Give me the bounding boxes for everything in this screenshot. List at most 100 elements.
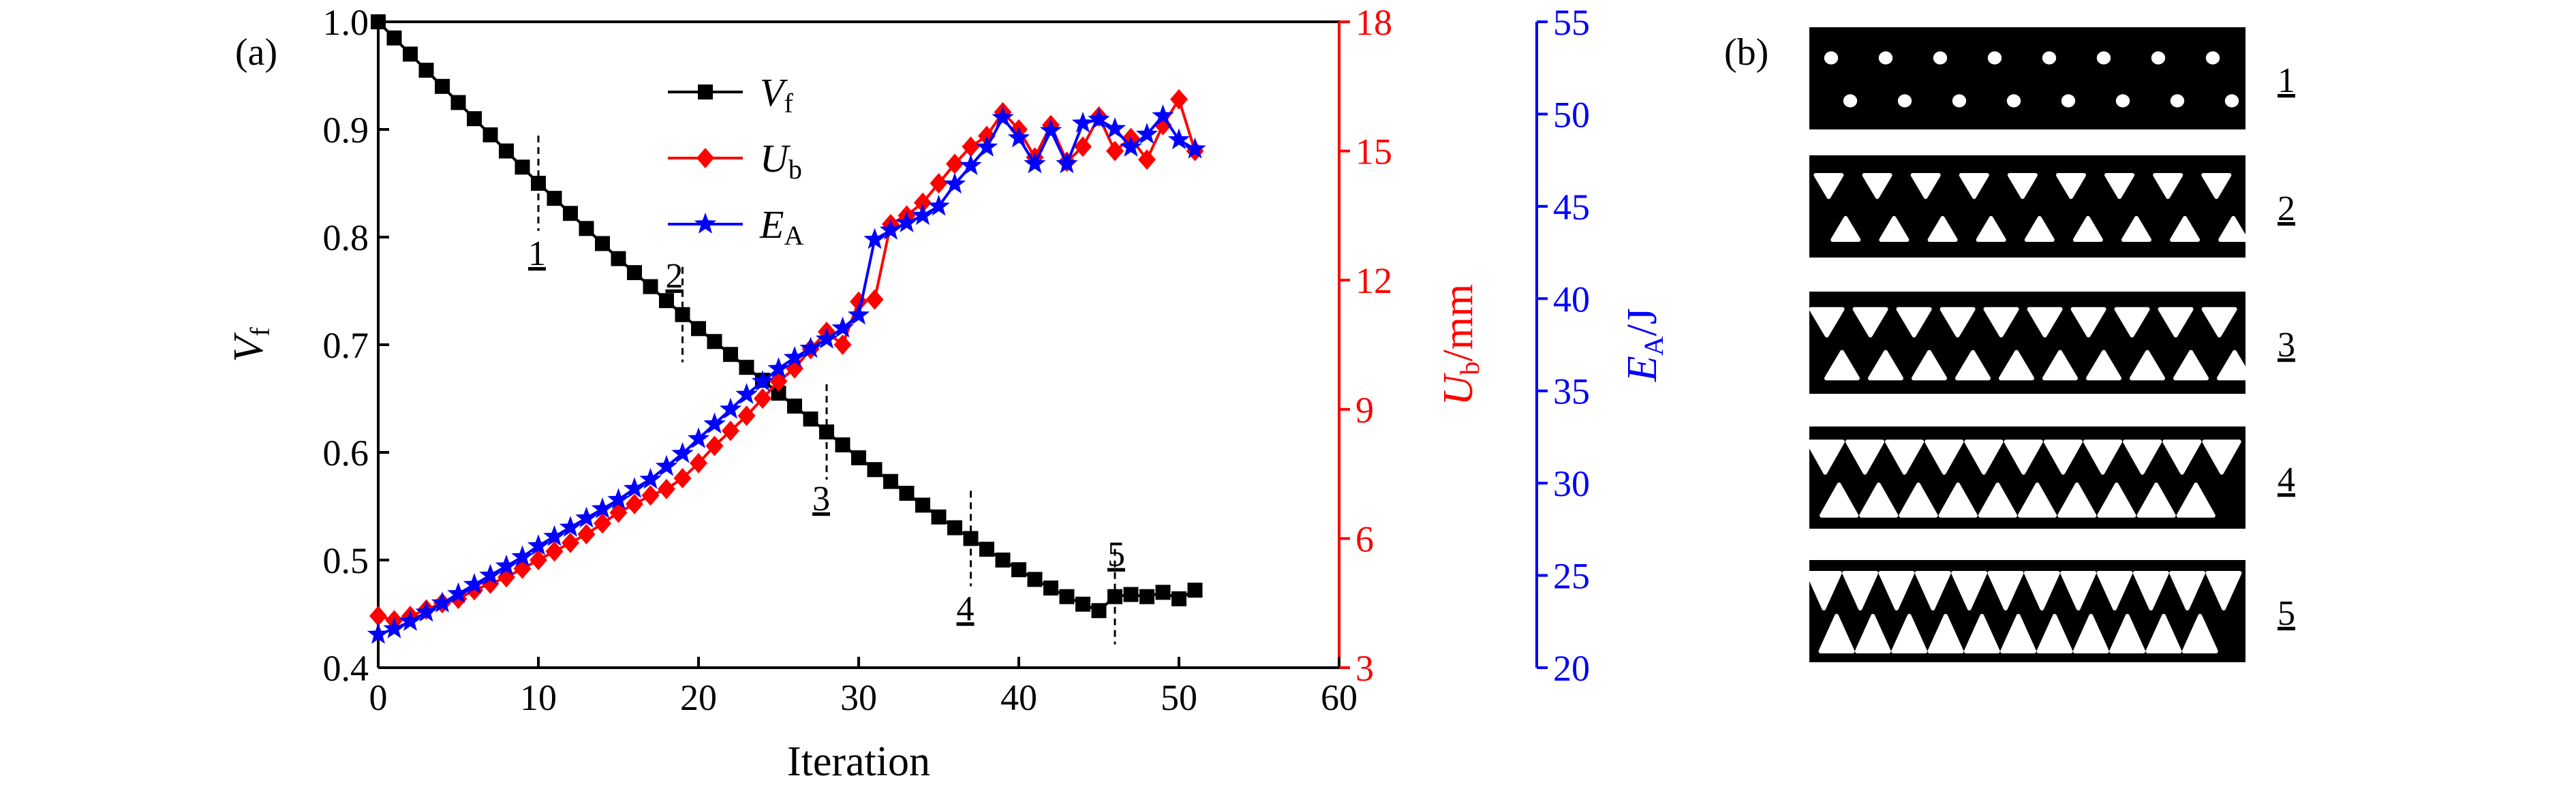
structure-hole — [2205, 571, 2242, 610]
y-left-tick-label: 0.8 — [323, 217, 369, 258]
structure-hole — [2170, 216, 2201, 242]
stage-marker-label: 1 — [528, 234, 546, 273]
stage-marker-label: 4 — [957, 589, 975, 628]
data-point — [543, 525, 566, 546]
structure-hole — [2136, 482, 2176, 518]
data-point — [369, 606, 387, 627]
data-point — [559, 516, 582, 537]
data-point — [575, 506, 598, 528]
axes: 0 10 20 30 40 50 60 Iteration 0.4 0.5 0.6 0.7 0.8 0.9… — [226, 2, 1669, 785]
y-right2-axis-label: EA/J — [1619, 308, 1669, 382]
data-point — [815, 327, 838, 349]
data-point — [783, 346, 806, 367]
y-left-axis-label: Vf — [226, 327, 275, 362]
data-point — [847, 303, 870, 325]
structure-hole — [2096, 51, 2111, 65]
structure-hole — [1976, 216, 2006, 242]
structure-hole — [1824, 51, 1839, 65]
data-point — [947, 520, 962, 536]
structure-hole — [2132, 571, 2169, 610]
structure-hole — [2027, 307, 2063, 338]
data-point — [754, 388, 771, 409]
data-point — [739, 360, 754, 375]
structure-hole — [2151, 51, 2166, 65]
structure-hole — [2109, 614, 2146, 653]
data-point — [911, 204, 934, 226]
data-point — [1091, 603, 1107, 619]
structure-hole — [2097, 482, 2136, 518]
structure-hole — [1842, 571, 1879, 610]
data-point — [1155, 585, 1171, 600]
structure-2: 2 — [1809, 155, 2295, 258]
structure-hole — [1964, 439, 2004, 475]
structure-body — [1809, 27, 2245, 129]
structure-hole — [1813, 173, 1844, 199]
data-point — [627, 265, 642, 281]
y-left-tick-label: 0.5 — [323, 540, 369, 581]
data-point — [707, 334, 722, 350]
data-point — [915, 497, 930, 513]
structure-hole — [1983, 307, 2019, 338]
structure-hole — [2181, 614, 2218, 653]
structure-hole — [1951, 571, 1988, 610]
legend-label: Ub — [760, 136, 802, 185]
data-point — [643, 279, 658, 294]
structure-hole — [2202, 439, 2241, 475]
data-point — [751, 370, 774, 391]
data-point — [1171, 591, 1186, 606]
data-point — [591, 497, 614, 518]
data-point — [883, 474, 898, 489]
data-point — [371, 14, 386, 29]
data-point — [1011, 562, 1026, 578]
data-point — [1120, 136, 1142, 157]
data-point — [609, 502, 628, 523]
data-point — [771, 386, 786, 401]
structure-hole — [1805, 571, 1842, 610]
structure-hole — [1963, 614, 2000, 653]
structure-hole — [1809, 307, 1845, 338]
y-right2-tick-label: 40 — [1553, 279, 1590, 320]
structure-hole — [2006, 94, 2021, 108]
x-tick-label: 40 — [1000, 677, 1037, 718]
data-point — [931, 509, 947, 525]
data-point — [992, 106, 1014, 127]
data-point — [499, 143, 514, 159]
structure-hole — [1805, 439, 1845, 475]
y-left-tick-label: 0.6 — [323, 433, 369, 474]
structure-hole — [2130, 350, 2165, 381]
panel-label-a: (a) — [235, 31, 277, 74]
data-point — [1007, 126, 1030, 148]
legend: Vf Ub EA — [668, 70, 803, 251]
y-right1-tick-label: 9 — [1355, 390, 1374, 431]
data-point — [1167, 128, 1191, 150]
structure-hole — [2201, 173, 2232, 199]
structure-hole — [1843, 94, 1858, 108]
data-point — [705, 435, 724, 456]
data-point — [431, 591, 454, 612]
data-point — [386, 30, 402, 46]
data-point — [1024, 152, 1046, 174]
data-point — [1152, 104, 1174, 125]
structure-hole — [2104, 173, 2135, 199]
data-point — [595, 236, 610, 251]
data-point — [579, 221, 594, 236]
data-point — [914, 192, 932, 213]
data-point — [722, 420, 739, 441]
data-point — [1059, 589, 1075, 604]
structure-hole — [2121, 216, 2151, 242]
data-point — [703, 412, 726, 434]
legend-marker — [694, 213, 717, 234]
x-tick-label: 20 — [680, 677, 717, 718]
structure-hole — [2123, 439, 2162, 475]
data-point — [851, 450, 866, 465]
structure-hole — [2017, 482, 2057, 518]
data-point — [450, 95, 466, 110]
structure-body — [1809, 155, 2245, 258]
structure-label: 5 — [2278, 594, 2295, 633]
legend-marker — [698, 84, 713, 99]
data-point — [1106, 140, 1124, 161]
series-layer — [367, 14, 1206, 644]
x-tick-label: 50 — [1161, 677, 1197, 718]
data-point — [1170, 89, 1188, 110]
structure-hole — [2072, 216, 2103, 242]
